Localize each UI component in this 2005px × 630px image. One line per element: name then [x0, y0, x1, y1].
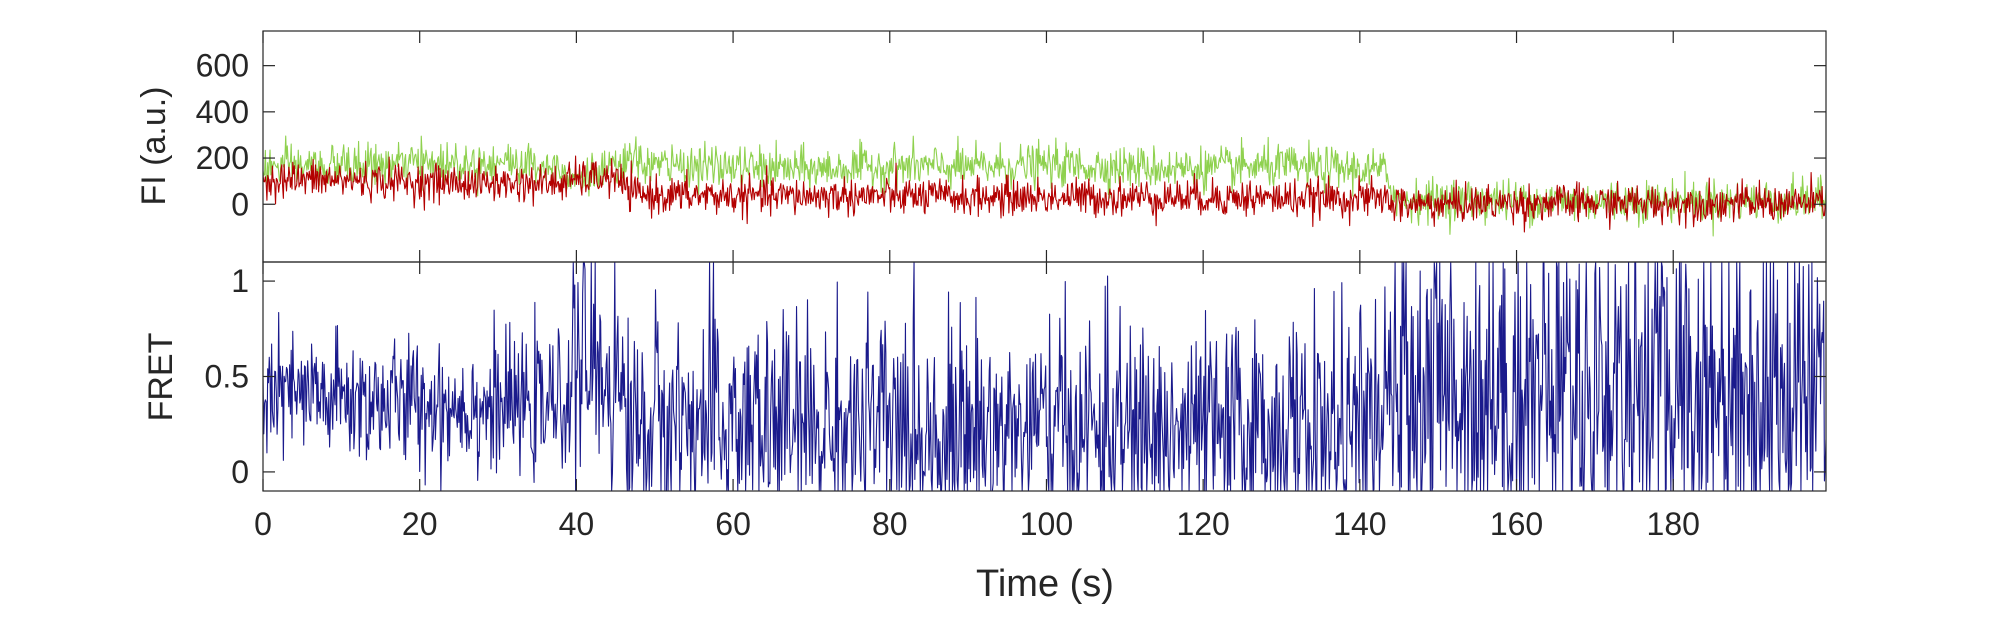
time-xlabel: Time (s) — [976, 563, 1114, 605]
fret-ytick-label: 0 — [231, 454, 249, 490]
intensity-panel: 0 200 400 600 FI (a.u.) — [135, 30, 1827, 263]
intensity-series-1 — [263, 155, 1826, 233]
intensity-ytick-label: 400 — [196, 94, 249, 130]
x-tick-label: 0 — [254, 506, 272, 542]
x-tick-label: 160 — [1490, 506, 1543, 542]
x-tick-label: 20 — [402, 506, 438, 542]
x-tick-label: 140 — [1333, 506, 1386, 542]
x-tick-label: 180 — [1647, 506, 1700, 542]
fret-traces — [263, 262, 1826, 491]
intensity-ticks: 0 200 400 600 — [196, 31, 1826, 262]
intensity-traces — [263, 135, 1826, 237]
x-tick-label: 40 — [559, 506, 595, 542]
x-tick-label: 60 — [715, 506, 751, 542]
fret-series-0 — [263, 262, 1826, 491]
intensity-series-0 — [263, 135, 1826, 237]
fret-ytick-label: 1 — [231, 263, 249, 299]
intensity-ytick-label: 200 — [196, 140, 249, 176]
intensity-ytick-label: 600 — [196, 48, 249, 84]
x-tick-label: 120 — [1176, 506, 1229, 542]
fret-ytick-label: 0.5 — [205, 359, 249, 395]
x-tick-label: 80 — [872, 506, 908, 542]
fret-panel: 0 20 40 60 80 100 120 140 160 180 0 0.5 1 FRET Time … — [142, 261, 1827, 605]
intensity-ylabel: FI (a.u.) — [135, 86, 173, 205]
fret-ticks: 0 20 40 60 80 100 120 140 160 180 0 0.5 1 — [205, 262, 1826, 542]
intensity-axes-box — [262, 30, 1827, 263]
intensity-ytick-label: 0 — [231, 186, 249, 222]
x-tick-label: 100 — [1020, 506, 1073, 542]
fret-ylabel: FRET — [142, 333, 180, 422]
